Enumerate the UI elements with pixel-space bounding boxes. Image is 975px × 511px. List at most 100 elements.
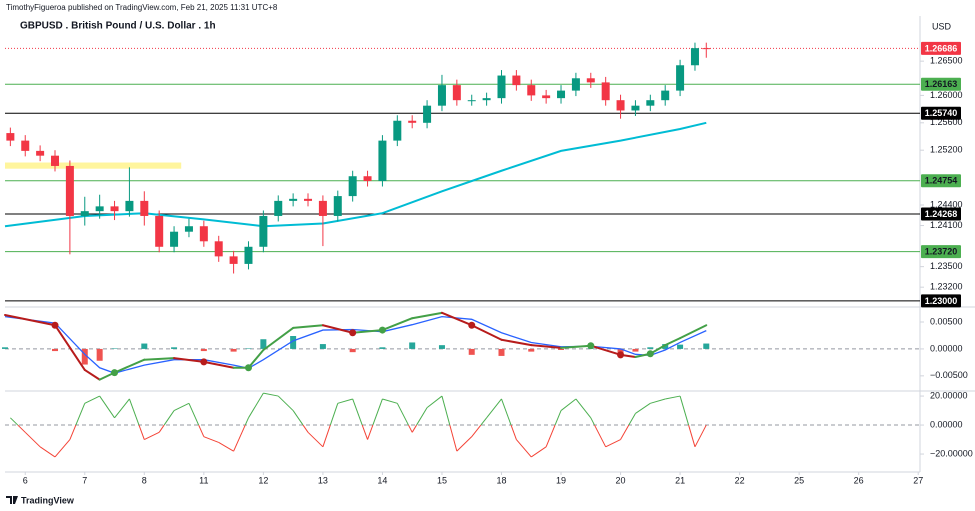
x-tick-label: 27 <box>913 475 923 485</box>
oscillator-segment <box>515 439 532 458</box>
macd-segment <box>321 324 354 334</box>
level-label: 1.26686 <box>925 43 958 53</box>
oscillator-segment <box>480 417 488 426</box>
oscillator-segment <box>233 424 246 452</box>
macd-segment <box>440 311 473 327</box>
oscillator-segment <box>628 413 636 426</box>
histogram-bar <box>200 348 207 352</box>
oscillator-segment <box>144 431 160 441</box>
oscillator-segment <box>635 402 651 414</box>
level-label: 1.24754 <box>925 176 958 186</box>
macd-segment <box>143 357 176 361</box>
zone <box>5 162 182 169</box>
histogram-bar <box>379 347 386 349</box>
oscillator-segment <box>114 398 130 419</box>
crossover-dot <box>646 350 654 358</box>
y-tick-label: 0.00000 <box>930 419 963 429</box>
candle-body <box>95 206 104 212</box>
oscillator-segment <box>594 424 607 448</box>
candle-body <box>631 105 640 111</box>
candle-body <box>467 100 476 102</box>
logo-icon <box>6 496 18 504</box>
level-label: 1.24268 <box>925 209 958 219</box>
candle-body <box>363 176 372 182</box>
level-label-bg <box>921 41 961 55</box>
macd-segment <box>560 344 592 349</box>
oscillator-segment <box>173 402 190 412</box>
logo-text: TradingView <box>21 495 75 505</box>
symbol-title: GBPUSD . British Pound / U.S. Dollar . 1… <box>20 21 216 32</box>
level-label: 1.23000 <box>925 296 958 306</box>
x-tick-label: 15 <box>437 475 447 485</box>
oscillator-segment <box>10 417 19 426</box>
histogram-bar <box>230 348 237 352</box>
oscillator-segment <box>17 424 26 433</box>
oscillator-segment <box>322 424 331 447</box>
oscillator-segment <box>244 417 249 426</box>
histogram-bar <box>438 345 445 349</box>
candle-body <box>125 200 134 212</box>
candle-body <box>184 226 193 232</box>
histogram-bar <box>81 348 88 365</box>
y-tick-label: 1.26000 <box>930 90 963 100</box>
histogram-bar <box>141 343 148 349</box>
histogram-bar <box>319 344 326 349</box>
candle-body <box>65 165 74 216</box>
candle-body <box>393 120 402 141</box>
oscillator-segment <box>203 436 219 443</box>
oscillator-segment <box>456 436 473 452</box>
crossover-dot <box>200 358 208 366</box>
histogram-bar <box>171 347 178 349</box>
oscillator-segment <box>75 403 86 426</box>
x-tick-label: 13 <box>318 475 328 485</box>
oscillator-segment <box>54 439 71 458</box>
candle-body <box>348 176 357 197</box>
histogram-bar <box>662 344 669 349</box>
histogram-bar <box>647 347 654 349</box>
oscillator-segment <box>545 424 556 447</box>
histogram-bar <box>558 348 565 350</box>
candle-body <box>110 206 119 212</box>
x-tick-label: 19 <box>556 475 566 485</box>
y-tick-label: 1.23200 <box>930 282 963 292</box>
oscillator-segment <box>605 439 621 448</box>
oscillator-segment <box>158 424 165 433</box>
histogram-bar <box>677 344 684 349</box>
oscillator-segment <box>688 424 696 447</box>
histogram-bar <box>2 347 8 349</box>
candle-body <box>155 215 164 247</box>
candle-body <box>229 256 238 264</box>
x-tick-label: 6 <box>23 475 28 485</box>
candle-body <box>408 120 417 123</box>
crossover-dot <box>244 364 252 372</box>
oscillator-segment <box>408 424 413 433</box>
oscillator-segment <box>99 395 115 419</box>
oscillator-segment <box>620 424 630 440</box>
candle-body <box>36 150 45 156</box>
y-tick-label: 1.25200 <box>930 145 963 155</box>
y-tick-label: 1.26500 <box>930 56 963 66</box>
macd-segment <box>83 368 101 381</box>
candle-body <box>527 85 536 96</box>
oscillator-segment <box>382 398 398 404</box>
macd-segment <box>470 324 503 341</box>
histogram-bar <box>52 348 59 352</box>
x-tick-label: 25 <box>794 475 804 485</box>
oscillator-segment <box>24 431 41 448</box>
candle-body <box>80 211 89 216</box>
macd-segment <box>664 337 682 347</box>
x-tick-label: 21 <box>675 475 685 485</box>
crossover-dot <box>111 369 119 377</box>
y-tick-label: 0.00000 <box>930 343 963 353</box>
macd-segment <box>500 338 533 347</box>
candle-body <box>452 85 461 101</box>
x-tick-label: 7 <box>82 475 87 485</box>
oscillator-segment <box>650 398 666 404</box>
oscillator-segment <box>218 442 234 452</box>
oscillator-segment <box>396 403 409 426</box>
candle-body <box>702 48 711 50</box>
histogram-bar <box>468 348 475 355</box>
macd-segment <box>679 324 708 340</box>
histogram-bar <box>290 336 297 349</box>
